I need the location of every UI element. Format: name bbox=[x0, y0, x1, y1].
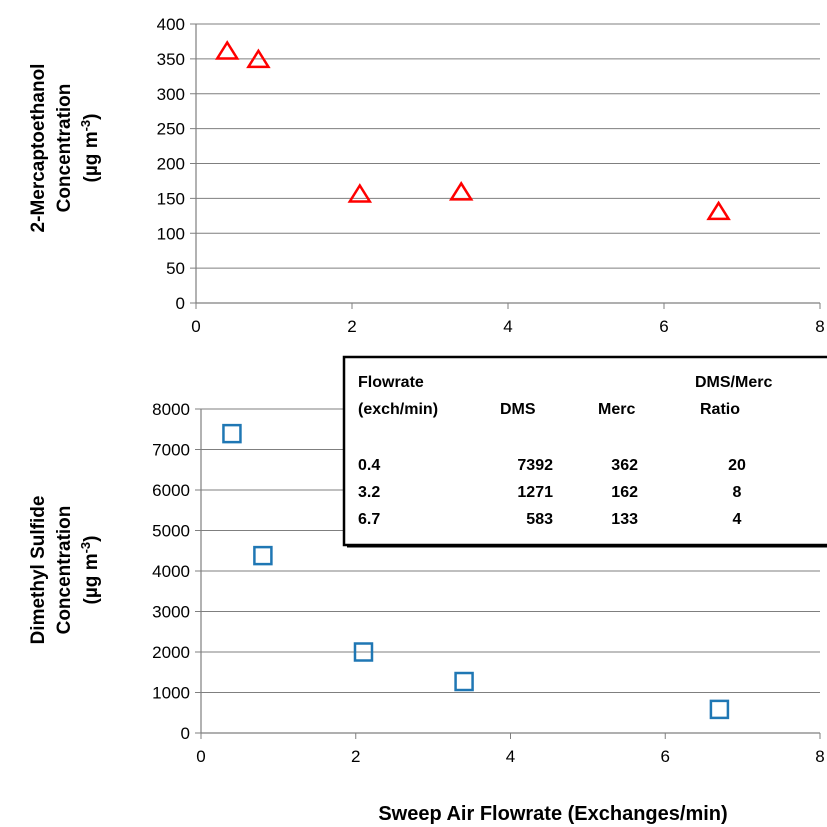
dimethyl-sulfide-point bbox=[222, 423, 242, 444]
table-header-1: DMS/Merc bbox=[695, 374, 772, 391]
data-table: Flowrate DMS/Merc (exch/min) DMS Merc Ratio 0.… bbox=[342, 355, 827, 548]
top-y-tick-label: 150 bbox=[157, 189, 185, 208]
table-cell: 7392 bbox=[517, 457, 553, 474]
bot-y-tick-label: 6000 bbox=[152, 481, 190, 500]
top-y-tick-label: 100 bbox=[157, 224, 185, 243]
table-header-2: Merc bbox=[598, 401, 635, 418]
table-header-2: (exch/min) bbox=[358, 401, 438, 418]
top-gridlines bbox=[196, 23, 820, 269]
table-cell: 1271 bbox=[517, 484, 553, 501]
bottom-y-axis-label-line-1: Dimethyl Sulfide bbox=[28, 496, 49, 645]
bottom-y-axis-label-line-2: Concentration bbox=[54, 506, 75, 635]
table-header-2: DMS bbox=[500, 401, 536, 418]
top-y-tick-label: 300 bbox=[157, 85, 185, 104]
top-axes bbox=[190, 23, 821, 309]
table-box bbox=[342, 355, 827, 547]
bot-y-tick-label: 0 bbox=[181, 724, 190, 743]
bot-y-tick-label: 2000 bbox=[152, 643, 190, 662]
top-x-tick-label: 8 bbox=[815, 317, 824, 336]
table-cell: 20 bbox=[728, 457, 746, 474]
x-axis-label: Sweep Air Flowrate (Exchanges/min) bbox=[378, 803, 727, 825]
table-cell: 362 bbox=[611, 457, 638, 474]
mercaptoethanol-point bbox=[214, 40, 240, 60]
bot-y-tick-label: 4000 bbox=[152, 562, 190, 581]
top-y-axis-label-line-2: Concentration bbox=[54, 84, 75, 213]
top-x-tick-label: 0 bbox=[191, 317, 200, 336]
mercaptoethanol-point bbox=[246, 48, 271, 69]
table-cell: 162 bbox=[611, 484, 638, 501]
mercaptoethanol-point bbox=[706, 200, 731, 221]
table-cell: 0.4 bbox=[358, 457, 380, 474]
top-x-tick-labels: 0 2 4 6 8 bbox=[191, 317, 824, 336]
top-y-tick-label: 50 bbox=[166, 259, 185, 278]
table-cell: 4 bbox=[733, 511, 742, 528]
bot-x-tick-label: 4 bbox=[506, 747, 515, 766]
bot-y-tick-label: 5000 bbox=[152, 522, 190, 541]
top-y-tick-labels: 0 50 100 150 200 250 300 350 400 bbox=[157, 15, 185, 313]
top-data-points bbox=[214, 40, 731, 221]
bottom-x-tick-labels: 0 2 4 6 8 bbox=[196, 747, 824, 766]
table-cell: 8 bbox=[733, 484, 742, 501]
top-x-tick-label: 4 bbox=[503, 317, 512, 336]
table-cells: Flowrate DMS/Merc (exch/min) DMS Merc Ratio 0.… bbox=[358, 374, 772, 528]
bot-x-tick-label: 6 bbox=[661, 747, 670, 766]
dimethyl-sulfide-point bbox=[353, 642, 374, 662]
table-header-1: Flowrate bbox=[358, 374, 424, 391]
bot-x-tick-label: 0 bbox=[196, 747, 205, 766]
table-cell: 3.2 bbox=[358, 484, 380, 501]
bot-x-tick-label: 2 bbox=[351, 747, 360, 766]
top-y-tick-label: 400 bbox=[157, 15, 185, 34]
dimethyl-sulfide-point bbox=[709, 699, 730, 720]
top-y-tick-label: 200 bbox=[157, 155, 185, 174]
top-y-tick-label: 250 bbox=[157, 120, 185, 139]
top-y-tick-label: 350 bbox=[157, 50, 185, 69]
bot-y-tick-label: 7000 bbox=[152, 441, 190, 460]
table-cell: 583 bbox=[526, 511, 553, 528]
bot-y-tick-label: 8000 bbox=[152, 400, 190, 419]
top-y-axis-label-line-1: 2-Mercaptoethanol bbox=[28, 64, 49, 233]
bottom-data-points bbox=[222, 423, 730, 720]
mercaptoethanol-point bbox=[347, 183, 373, 203]
top-y-tick-label: 0 bbox=[176, 294, 185, 313]
dimethyl-sulfide-point bbox=[253, 545, 273, 566]
bot-y-tick-label: 1000 bbox=[152, 684, 190, 703]
table-cell: 133 bbox=[611, 511, 638, 528]
mercaptoethanol-chart: 0 50 100 150 200 250 300 350 400 0 2 4 6 8 2-Mercapt… bbox=[28, 15, 825, 336]
top-x-tick-label: 2 bbox=[347, 317, 356, 336]
bottom-y-tick-labels: 0 1000 2000 3000 4000 5000 6000 7000 8000 bbox=[152, 400, 190, 743]
table-cell: 6.7 bbox=[358, 511, 380, 528]
top-x-tick-label: 6 bbox=[659, 317, 668, 336]
bot-y-tick-label: 3000 bbox=[152, 603, 190, 622]
table-header-2: Ratio bbox=[700, 401, 740, 418]
bottom-axes bbox=[195, 408, 821, 739]
dimethyl-sulfide-point bbox=[454, 671, 474, 692]
bot-x-tick-label: 8 bbox=[815, 747, 824, 766]
mercaptoethanol-point bbox=[448, 181, 474, 201]
